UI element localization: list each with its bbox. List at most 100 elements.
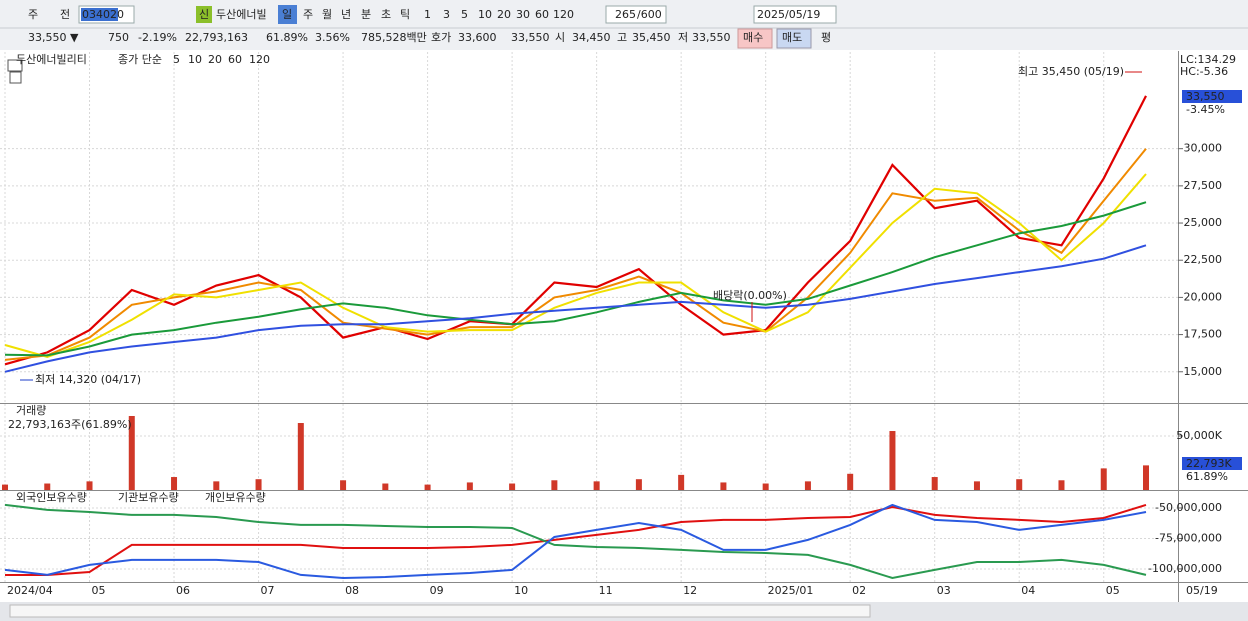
volume-bar [931, 477, 938, 490]
volume-bar [297, 423, 304, 490]
volume-bar [1100, 468, 1107, 490]
quote-item: 33,550 [511, 31, 550, 44]
chart-layer: 2024/04 05 06 07 08 09 10 11 12 2025/01 02 03 04 05 05… [0, 52, 1242, 597]
chart-title: 두산에너빌리티 [16, 53, 87, 66]
quote-item: 매수 [743, 31, 763, 44]
quote-item: 61.89% [266, 31, 308, 44]
volume-bar [340, 480, 347, 490]
toolbar-item: 1 [424, 8, 431, 21]
buy-button[interactable] [737, 28, 773, 49]
volume-bar [424, 484, 431, 490]
x-tick-label: 05 [92, 584, 106, 597]
toolbar-item: 주 [28, 8, 38, 21]
quote-item: 33,550 [692, 31, 731, 44]
series-line [5, 503, 1147, 576]
toolbar-item: 분 [361, 8, 371, 21]
x-tick-label: 11 [599, 584, 613, 597]
quote-item: 저 [678, 31, 688, 44]
quote-item: 시 [555, 31, 565, 44]
x-tick-label: 2025/01 [768, 584, 814, 597]
x-tick-label: 05 [1106, 584, 1120, 597]
y-tick-label: 17,500 [1184, 328, 1223, 341]
quote-item: 33,600 [458, 31, 497, 44]
x-tick-label: 08 [345, 584, 359, 597]
panel-title: 거래량 [16, 404, 46, 417]
x-tick-label: 12 [683, 584, 697, 597]
volume-bar [804, 481, 811, 490]
y-tick-label: 25,000 [1184, 216, 1223, 229]
volume-bar [973, 481, 980, 490]
chart-subtitle: 종가 단순 [118, 53, 162, 66]
volume-bar [128, 415, 135, 490]
legend-entry: 10 [188, 53, 202, 66]
count-input[interactable] [605, 5, 667, 24]
toolbar-item: 일 [282, 7, 292, 21]
legend-entry: 개인보유수량 [205, 491, 266, 504]
quote-item: 33,550 ▼ [28, 31, 79, 44]
toolbar-item: 5 [461, 8, 468, 21]
volume-bar [171, 477, 178, 490]
annotation: 최저 14,320 (04/17) [35, 373, 141, 386]
axis-label: LC:134.29 [1180, 53, 1236, 66]
series-line [4, 503, 1147, 580]
annotation: 배당락(0.00%) [713, 289, 787, 302]
series-line [4, 173, 1147, 358]
date-input[interactable] [753, 5, 837, 24]
x-tick-label: 03 [937, 584, 951, 597]
volume-bar [551, 480, 558, 490]
volume-bar [255, 479, 262, 490]
toolbar-item: 주 [303, 8, 313, 21]
y-tick-label: 22,500 [1184, 253, 1223, 266]
volume-bar [1016, 479, 1023, 490]
annotation: 최고 35,450 (05/19) [1018, 65, 1124, 78]
sell-button[interactable] [776, 28, 812, 49]
volume-bar [720, 482, 727, 490]
scroll-track[interactable] [9, 604, 871, 618]
quote-item: 22,793,163 [185, 31, 248, 44]
quote-item: 고 [617, 31, 627, 44]
current-price-label: 33,550 [1186, 90, 1225, 103]
toolbar-item: 30 [516, 8, 530, 21]
day-button-active[interactable] [278, 5, 297, 24]
y-tick-label: -50,000,000 [1155, 501, 1222, 514]
x-tick-label: 10 [514, 584, 528, 597]
x-tick-label: 04 [1021, 584, 1035, 597]
legend-entry: 120 [249, 53, 270, 66]
series-line [4, 503, 1147, 580]
x-tick-label: 06 [176, 584, 190, 597]
toolbar-item: 265 [615, 8, 636, 21]
quote-item: 3.56% [315, 31, 350, 44]
toolbar-item: 20 [497, 8, 511, 21]
toolbar-item: 틱 [400, 8, 410, 21]
volume-bar [466, 482, 473, 490]
volume-bar [44, 483, 51, 490]
x-tick-label: 2024/04 [7, 584, 53, 597]
quote-item: 785,528백만 [361, 31, 427, 44]
y-tick-label: -100,000,000 [1148, 562, 1222, 575]
volume-ratio-label: 61.89% [1186, 470, 1228, 483]
quote-item: 매도 [782, 31, 802, 44]
legend-entry: 외국인보유수량 [16, 491, 87, 504]
series-line [4, 148, 1147, 361]
axis-label: HC:-5.36 [1180, 65, 1228, 78]
x-tick-label: 02 [852, 584, 866, 597]
toolbar-item: 3 [443, 8, 450, 21]
toolbar-item: 전 [60, 8, 70, 21]
menu-icon[interactable] [7, 59, 23, 72]
volume-bar [889, 431, 896, 490]
volume-bar [213, 481, 220, 490]
toolbar-item: 120 [553, 8, 574, 21]
volume-bar [1143, 465, 1149, 490]
toolbar-item: 신 [199, 8, 209, 21]
legend-entry: 5 [173, 53, 180, 66]
toolbar-item: 10 [478, 8, 492, 21]
table-icon[interactable] [9, 71, 22, 84]
quote-item: 호가 [431, 31, 451, 44]
volume-bar [2, 484, 8, 490]
x-tick-label: 09 [430, 584, 444, 597]
series-line [4, 201, 1147, 357]
y-tick-label: -75,000,000 [1155, 531, 1222, 544]
volume-bar [635, 479, 642, 490]
series-line [4, 244, 1147, 373]
volume-bar [678, 474, 685, 490]
